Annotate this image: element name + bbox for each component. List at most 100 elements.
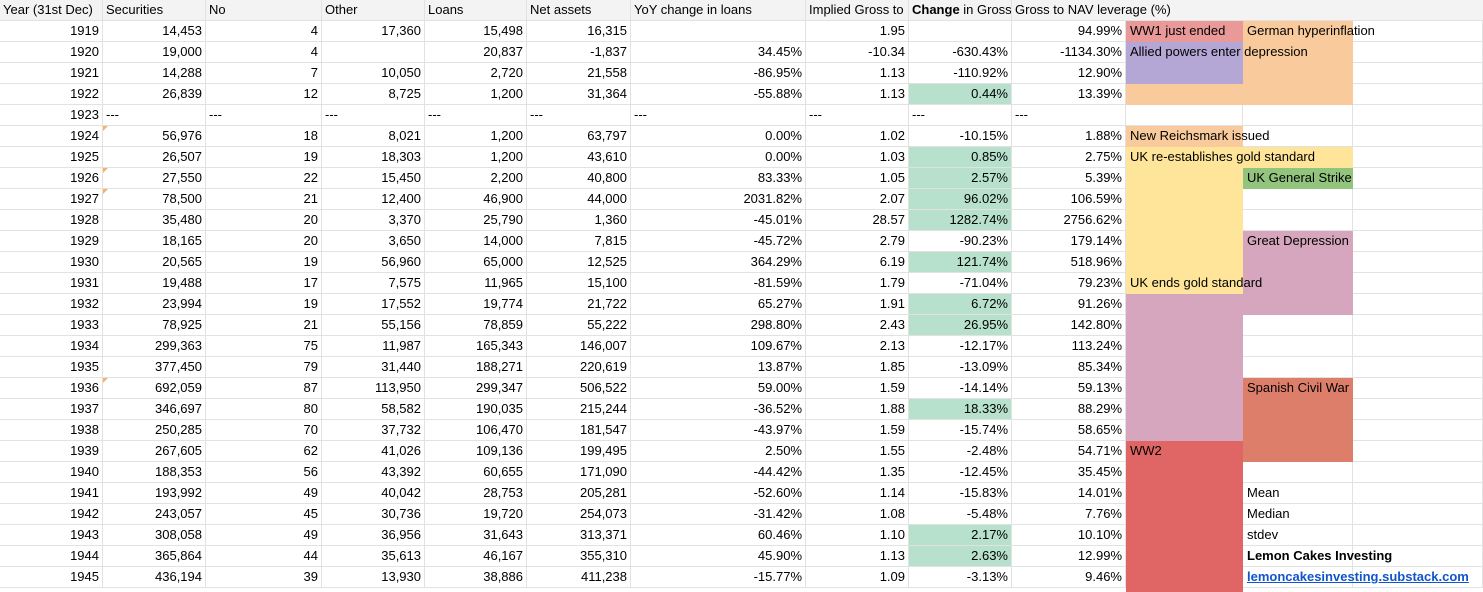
- cell-no[interactable]: 21: [206, 189, 322, 210]
- empty-cell[interactable]: [1353, 147, 1483, 168]
- empty-cell[interactable]: [1353, 441, 1483, 462]
- cell-no[interactable]: 7: [206, 63, 322, 84]
- cell-loans[interactable]: 14,000: [425, 231, 527, 252]
- cell-yoy-loans[interactable]: 60.46%: [631, 525, 806, 546]
- cell-loans[interactable]: 106,470: [425, 420, 527, 441]
- cell-change-gross[interactable]: -3.13%: [909, 567, 1012, 588]
- cell-securities[interactable]: 56,976: [103, 126, 206, 147]
- empty-cell[interactable]: [1353, 84, 1483, 105]
- cell-loans[interactable]: 20,837: [425, 42, 527, 63]
- cell-net-assets[interactable]: -1,837: [527, 42, 631, 63]
- cell-no[interactable]: 4: [206, 42, 322, 63]
- cell-change-gross[interactable]: -10.15%: [909, 126, 1012, 147]
- cell-change-gross[interactable]: [909, 21, 1012, 42]
- cell-no[interactable]: 56: [206, 462, 322, 483]
- cell-net-assets[interactable]: ---: [527, 105, 631, 126]
- cell-other[interactable]: 31,440: [322, 357, 425, 378]
- cell-yoy-loans[interactable]: -45.01%: [631, 210, 806, 231]
- annotation-uk-gold-standard[interactable]: UK re-establishes gold standard: [1130, 149, 1315, 164]
- cell-no[interactable]: 19: [206, 147, 322, 168]
- header-blank[interactable]: [1238, 0, 1483, 21]
- cell-other[interactable]: 7,575: [322, 273, 425, 294]
- empty-cell[interactable]: [1126, 105, 1243, 126]
- cell-loans[interactable]: 38,886: [425, 567, 527, 588]
- branding-name[interactable]: Lemon Cakes Investing: [1247, 548, 1393, 563]
- cell-no[interactable]: 87: [206, 378, 322, 399]
- cell-yoy-loans[interactable]: -15.77%: [631, 567, 806, 588]
- cell-yoy-loans[interactable]: -86.95%: [631, 63, 806, 84]
- annotation-great-depression[interactable]: Great Depression: [1247, 233, 1349, 248]
- cell-loans[interactable]: 1,200: [425, 126, 527, 147]
- cell-loans[interactable]: 31,643: [425, 525, 527, 546]
- cell-net-assets[interactable]: 254,073: [527, 504, 631, 525]
- cell-implied-gross[interactable]: 2.07: [806, 189, 909, 210]
- cell-no[interactable]: 18: [206, 126, 322, 147]
- cell-change-gross[interactable]: -13.09%: [909, 357, 1012, 378]
- cell-year[interactable]: 1939: [0, 441, 103, 462]
- header-no[interactable]: No: [206, 0, 322, 21]
- empty-cell[interactable]: [1243, 210, 1353, 231]
- empty-cell[interactable]: [1353, 294, 1483, 315]
- cell-implied-gross[interactable]: 1.14: [806, 483, 909, 504]
- cell-year[interactable]: 1945: [0, 567, 103, 588]
- empty-cell[interactable]: [1243, 357, 1353, 378]
- cell-no[interactable]: 20: [206, 210, 322, 231]
- cell-loans[interactable]: 109,136: [425, 441, 527, 462]
- cell-implied-gross[interactable]: 1.09: [806, 567, 909, 588]
- cell-net-assets[interactable]: 220,619: [527, 357, 631, 378]
- cell-loans[interactable]: 1,200: [425, 147, 527, 168]
- cell-no[interactable]: 44: [206, 546, 322, 567]
- cell-other[interactable]: 35,613: [322, 546, 425, 567]
- cell-change-gross[interactable]: 96.02%: [909, 189, 1012, 210]
- cell-gross-nav[interactable]: 54.71%: [1012, 441, 1126, 462]
- cell-no[interactable]: 45: [206, 504, 322, 525]
- cell-year[interactable]: 1919: [0, 21, 103, 42]
- cell-implied-gross[interactable]: 1.02: [806, 126, 909, 147]
- cell-change-gross[interactable]: 2.63%: [909, 546, 1012, 567]
- cell-yoy-loans[interactable]: -81.59%: [631, 273, 806, 294]
- cell-other[interactable]: ---: [322, 105, 425, 126]
- cell-net-assets[interactable]: 313,371: [527, 525, 631, 546]
- cell-securities[interactable]: 23,994: [103, 294, 206, 315]
- empty-cell[interactable]: [1353, 273, 1483, 294]
- cell-loans[interactable]: 60,655: [425, 462, 527, 483]
- branding-link[interactable]: lemoncakesinvesting.substack.com: [1247, 569, 1469, 584]
- cell-other[interactable]: 18,303: [322, 147, 425, 168]
- header-yoy-loans[interactable]: YoY change in loans: [631, 0, 806, 21]
- cell-securities[interactable]: 308,058: [103, 525, 206, 546]
- cell-yoy-loans[interactable]: 34.45%: [631, 42, 806, 63]
- cell-year[interactable]: 1929: [0, 231, 103, 252]
- cell-year[interactable]: 1944: [0, 546, 103, 567]
- cell-gross-nav[interactable]: 9.46%: [1012, 567, 1126, 588]
- cell-net-assets[interactable]: 215,244: [527, 399, 631, 420]
- cell-other[interactable]: 36,956: [322, 525, 425, 546]
- empty-cell[interactable]: [1243, 567, 1353, 588]
- cell-loans[interactable]: 190,035: [425, 399, 527, 420]
- cell-no[interactable]: 19: [206, 252, 322, 273]
- annotation-ww2[interactable]: WW2: [1130, 443, 1162, 458]
- cell-other[interactable]: 55,156: [322, 315, 425, 336]
- cell-net-assets[interactable]: 355,310: [527, 546, 631, 567]
- cell-securities[interactable]: ---: [103, 105, 206, 126]
- cell-gross-nav[interactable]: 85.34%: [1012, 357, 1126, 378]
- cell-loans[interactable]: 46,167: [425, 546, 527, 567]
- cell-other[interactable]: 30,736: [322, 504, 425, 525]
- cell-change-gross[interactable]: 18.33%: [909, 399, 1012, 420]
- cell-implied-gross[interactable]: 1.85: [806, 357, 909, 378]
- cell-change-gross[interactable]: ---: [909, 105, 1012, 126]
- cell-year[interactable]: 1928: [0, 210, 103, 231]
- cell-yoy-loans[interactable]: -36.52%: [631, 399, 806, 420]
- header-net-assets[interactable]: Net assets: [527, 0, 631, 21]
- cell-securities[interactable]: 19,488: [103, 273, 206, 294]
- cell-implied-gross[interactable]: 1.13: [806, 84, 909, 105]
- cell-year[interactable]: 1940: [0, 462, 103, 483]
- empty-cell[interactable]: [1243, 525, 1353, 546]
- cell-net-assets[interactable]: 55,222: [527, 315, 631, 336]
- cell-no[interactable]: 4: [206, 21, 322, 42]
- cell-implied-gross[interactable]: 1.55: [806, 441, 909, 462]
- empty-cell[interactable]: [1353, 399, 1483, 420]
- cell-other[interactable]: 15,450: [322, 168, 425, 189]
- cell-yoy-loans[interactable]: 0.00%: [631, 147, 806, 168]
- cell-loans[interactable]: 19,720: [425, 504, 527, 525]
- cell-net-assets[interactable]: 31,364: [527, 84, 631, 105]
